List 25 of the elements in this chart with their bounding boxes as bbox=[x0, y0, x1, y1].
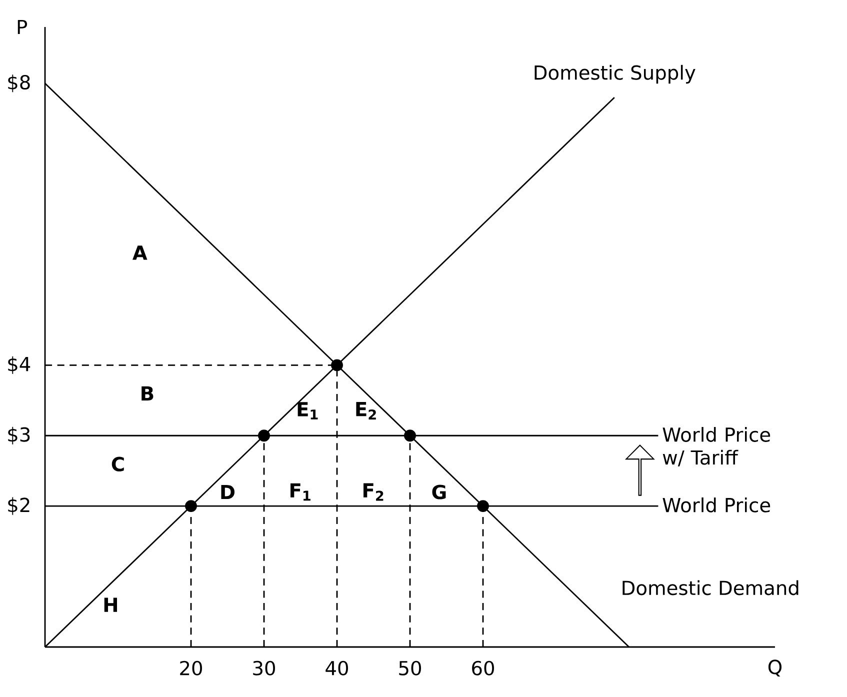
y-tick-label: $4 bbox=[8, 356, 30, 374]
y-tick-label: $3 bbox=[8, 426, 30, 444]
annotation: F$_{1}$ bbox=[290, 483, 310, 501]
x-tick-label: 50 bbox=[399, 660, 421, 676]
series-label: Domestic Demand bbox=[622, 580, 798, 596]
series-label: Domestic Supply bbox=[534, 64, 696, 84]
annotation: B bbox=[142, 386, 154, 400]
x-tick-label: 60 bbox=[472, 660, 494, 676]
annotation: A bbox=[132, 246, 148, 260]
annotation: C bbox=[112, 456, 124, 472]
annotation: H bbox=[104, 598, 117, 612]
ref-line-label: World Price w/ Tariff bbox=[662, 426, 770, 466]
annotation: D bbox=[221, 484, 234, 500]
x-tick-label: 40 bbox=[326, 660, 348, 676]
annotation: E$_{1}$ bbox=[298, 402, 318, 420]
annotation: E$_{2}$ bbox=[356, 402, 376, 420]
y-axis-title: P bbox=[18, 20, 28, 34]
x-axis-title: Q bbox=[768, 660, 782, 676]
x-tick-label: 20 bbox=[180, 660, 202, 676]
annotation: G bbox=[432, 484, 446, 500]
x-tick-label: 30 bbox=[253, 660, 275, 676]
y-tick-label: $2 bbox=[8, 497, 30, 515]
annotation: F$_{2}$ bbox=[364, 483, 384, 501]
ref-line-label: World Price bbox=[662, 497, 770, 512]
y-tick-label: $8 bbox=[8, 74, 30, 92]
